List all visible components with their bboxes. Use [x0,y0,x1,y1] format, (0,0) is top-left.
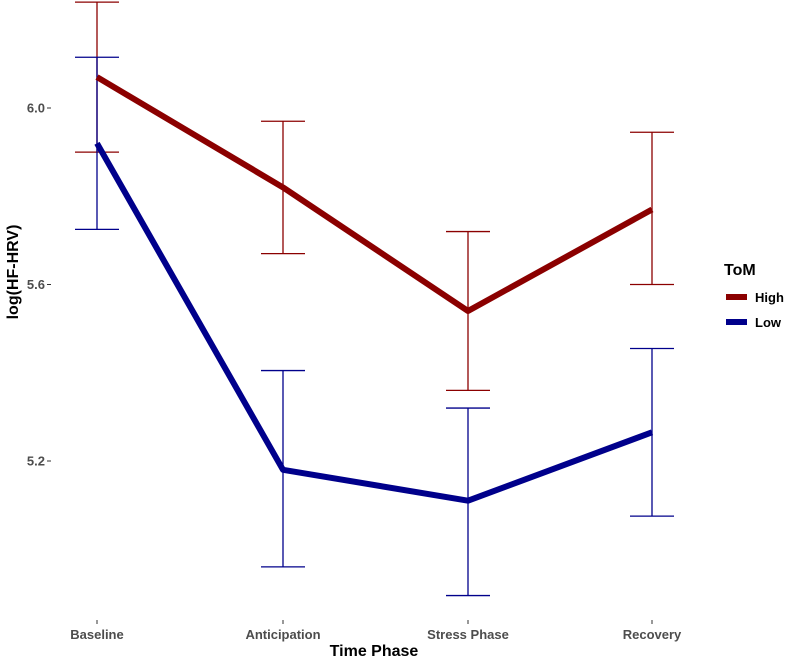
legend-item-high: High [726,290,784,305]
legend-item-low: Low [726,315,782,330]
x-axis: Baseline Anticipation Stress Phase Recovery [70,620,682,642]
x-axis-title: Time Phase [330,643,419,660]
y-tick-label: 5.6 [27,277,45,292]
y-tick-label: 5.2 [27,454,45,469]
x-tick-label: Baseline [70,627,123,642]
series-lines [94,74,654,504]
legend-label: High [755,290,784,305]
error-bars [75,1,674,597]
legend: ToM High Low [724,262,784,330]
series-line-low [94,141,654,504]
y-axis: 5.2 5.6 6.0 [27,101,51,469]
x-tick-label: Anticipation [245,627,320,642]
y-tick-label: 6.0 [27,101,45,116]
legend-label: Low [755,315,782,330]
x-tick-label: Recovery [623,627,682,642]
x-tick-label: Stress Phase [427,627,509,642]
y-axis-title: log(HF-HRV) [5,225,22,320]
legend-items: High Low [726,290,784,330]
series-line-high [95,74,654,314]
legend-title: ToM [724,262,756,279]
error-bar-high-3 [630,131,674,286]
